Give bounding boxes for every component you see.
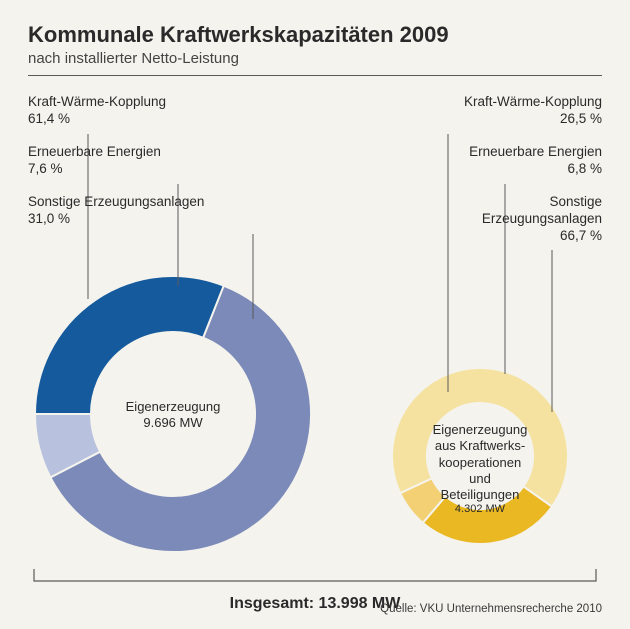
page-title: Kommunale Kraftwerkskapazitäten 2009: [28, 22, 602, 48]
total-label: Insgesamt:: [230, 595, 314, 612]
right-center-title: Eigenerzeugungaus Kraftwerks-kooperation…: [430, 422, 530, 503]
left-label-ee: Erneuerbare Energien 7,6 %: [28, 144, 161, 178]
title-rule: [28, 75, 602, 76]
left-label-kwk: Kraft-Wärme-Kopplung 61,4 %: [28, 94, 166, 128]
charts-area: Kraft-Wärme-Kopplung 61,4 % Erneuerbare …: [28, 94, 602, 569]
bracket-row: [28, 567, 602, 591]
left-center-label: Eigenerzeugung 9.696 MW: [103, 399, 243, 432]
page-subtitle: nach installierter Netto-Leistung: [28, 50, 602, 67]
right-center-label: Eigenerzeugungaus Kraftwerks-kooperation…: [430, 422, 530, 517]
left-label-sonstige: Sonstige Erzeugungsanlagen 31,0 %: [28, 194, 204, 228]
right-label-sonstige: Sonstige Erzeugungsanlagen 66,7 %: [482, 194, 602, 245]
bracket-svg: [28, 567, 602, 591]
source-line: Quelle: VKU Unternehmensrecherche 2010: [380, 603, 602, 615]
right-label-ee: Erneuerbare Energien 6,8 %: [469, 144, 602, 178]
right-label-kwk: Kraft-Wärme-Kopplung 26,5 %: [464, 94, 602, 128]
